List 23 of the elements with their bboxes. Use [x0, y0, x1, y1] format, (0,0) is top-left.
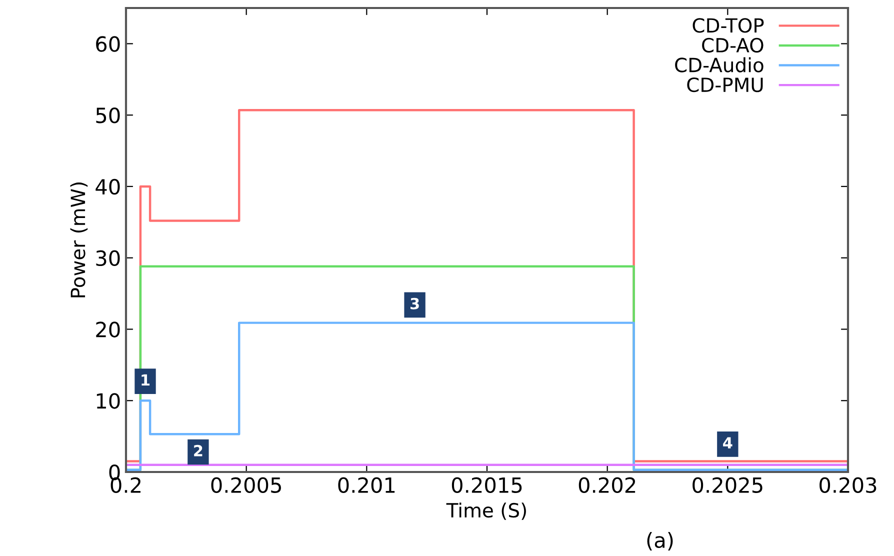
x-tick-label: 0.2025 [692, 477, 762, 493]
x-tick-label: 0.201 [338, 477, 395, 493]
y-tick-label: 50 [96, 108, 120, 124]
y-tick-label: 20 [96, 322, 120, 338]
x-tick-label: 0.2015 [452, 477, 522, 493]
x-tick-label: 0.203 [820, 477, 876, 493]
annotation: 1 [142, 374, 150, 386]
x-tick-label: 0.202 [578, 477, 636, 493]
x-tick-label: 0.2005 [211, 477, 281, 493]
annotation: 3 [410, 298, 419, 310]
legend-label: CD-Audio [675, 57, 764, 72]
text: (a) [647, 532, 673, 550]
x-axis-title: Time (S) [446, 502, 526, 520]
y-tick-label: 40 [96, 178, 120, 195]
legend-label: CD-PMU [687, 77, 763, 92]
annotation: 2 [194, 444, 202, 456]
annotation: 4 [723, 437, 732, 448]
y-axis-title: Power (mW) [70, 182, 88, 298]
y-tick-label: 60 [96, 36, 120, 52]
legend-label: CD-TOP [692, 18, 764, 33]
y-tick-label: 10 [96, 393, 120, 409]
y-tick-label: 30 [96, 250, 120, 266]
legend-label: CD-AO [702, 38, 764, 53]
